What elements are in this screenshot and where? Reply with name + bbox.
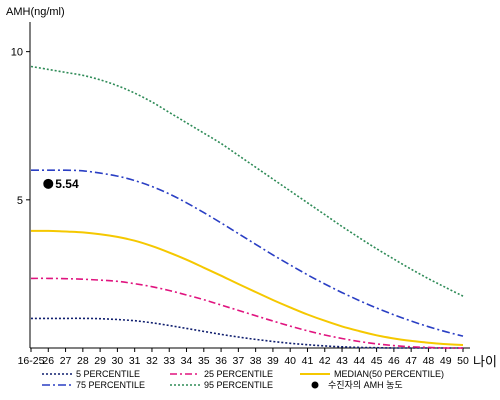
x-tick-label: 42 — [319, 355, 331, 367]
series-line-3 — [31, 169, 464, 337]
x-tick-label: 39 — [267, 355, 279, 367]
x-tick-label: 26 — [42, 355, 54, 367]
x-tick-label: 35 — [198, 355, 210, 367]
patient-marker: 5.54 — [43, 177, 79, 191]
legend-label: 75 PERCENTILE — [76, 380, 145, 390]
x-tick-label: 33 — [163, 355, 175, 367]
x-tick-label: 40 — [284, 355, 296, 367]
x-axis-label: 나이 — [473, 354, 497, 369]
x-tick-label: 44 — [353, 355, 365, 367]
patient-marker-dot — [43, 178, 54, 189]
legend-label: 95 PERCENTILE — [204, 380, 273, 390]
series-lines — [30, 65, 464, 349]
legend-marker-dot — [311, 381, 319, 389]
legend-label: 수진자의 AMH 농도 — [328, 380, 403, 390]
x-tick-label: 43 — [336, 355, 348, 367]
x-tick-label: 30 — [112, 355, 124, 367]
series-line-4 — [30, 65, 464, 297]
x-tick-label: 46 — [388, 355, 400, 367]
x-tick-label: 29 — [94, 355, 106, 367]
axes: AMH(ng/ml) 나이 — [6, 6, 497, 369]
x-tick-label: 48 — [423, 355, 435, 367]
x-tick-label: 27 — [60, 355, 72, 367]
legend-label: 5 PERCENTILE — [76, 369, 140, 379]
y-tick-label: 10 — [11, 47, 23, 59]
x-tick-label: 49 — [440, 355, 452, 367]
y-ticks: 5 10 — [11, 47, 30, 207]
x-tick-label: 32 — [146, 355, 158, 367]
legend-label: MEDIAN(50 PERCENTILE) — [334, 369, 444, 379]
x-tick-label: 16-25 — [18, 355, 45, 367]
patient-marker-label: 5.54 — [55, 177, 79, 191]
x-tick-label: 45 — [371, 355, 383, 367]
x-tick-label: 31 — [129, 355, 141, 367]
x-tick-label: 47 — [405, 355, 417, 367]
x-tick-label: 34 — [181, 355, 193, 367]
x-tick-label: 41 — [302, 355, 314, 367]
x-tick-label: 28 — [77, 355, 89, 367]
series-line-2 — [30, 229, 464, 346]
legend: 5 PERCENTILE 25 PERCENTILE MEDIAN(50 PERCE… — [42, 369, 444, 390]
x-tick-label: 36 — [215, 355, 227, 367]
series-line-0 — [31, 317, 463, 349]
x-tick-label: 50 — [457, 355, 469, 367]
x-tick-label: 37 — [233, 355, 245, 367]
y-axis-label: AMH(ng/ml) — [6, 6, 65, 18]
x-tick-label: 38 — [250, 355, 262, 367]
series-line-1 — [30, 277, 464, 349]
y-tick-label: 5 — [17, 195, 23, 207]
legend-label: 25 PERCENTILE — [204, 369, 273, 379]
